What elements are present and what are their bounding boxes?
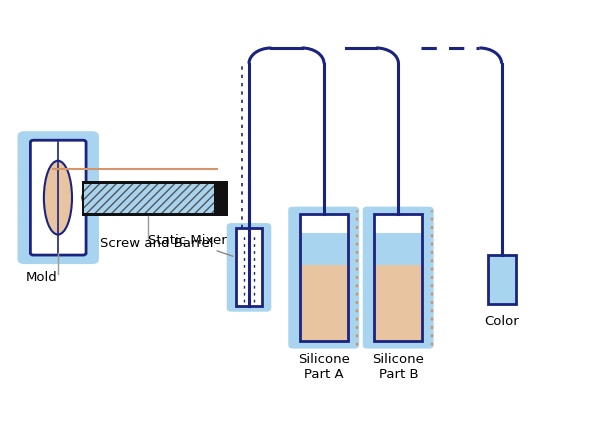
Bar [300, 214, 348, 341]
Bar [300, 214, 348, 341]
FancyBboxPatch shape [363, 206, 434, 349]
Bar [374, 233, 422, 265]
Bar [214, 181, 229, 216]
Bar [236, 229, 262, 306]
Bar [374, 265, 422, 341]
Text: Screw and Barrel: Screw and Barrel [100, 237, 213, 250]
Bar [374, 214, 422, 341]
Ellipse shape [44, 161, 72, 234]
Text: Static Mixer: Static Mixer [148, 234, 233, 256]
Bar [82, 181, 229, 216]
Polygon shape [82, 191, 83, 204]
Text: Color: Color [484, 315, 519, 328]
FancyBboxPatch shape [31, 140, 86, 255]
FancyBboxPatch shape [17, 131, 99, 264]
Text: Silicone
Part B: Silicone Part B [373, 354, 424, 382]
Bar [300, 265, 348, 341]
Text: Mold: Mold [26, 271, 58, 285]
Bar [300, 233, 348, 265]
Bar [84, 184, 214, 213]
Bar [488, 255, 515, 304]
FancyBboxPatch shape [288, 206, 359, 349]
FancyBboxPatch shape [227, 223, 271, 312]
Bar [374, 214, 422, 341]
Text: Silicone
Part A: Silicone Part A [298, 354, 350, 382]
